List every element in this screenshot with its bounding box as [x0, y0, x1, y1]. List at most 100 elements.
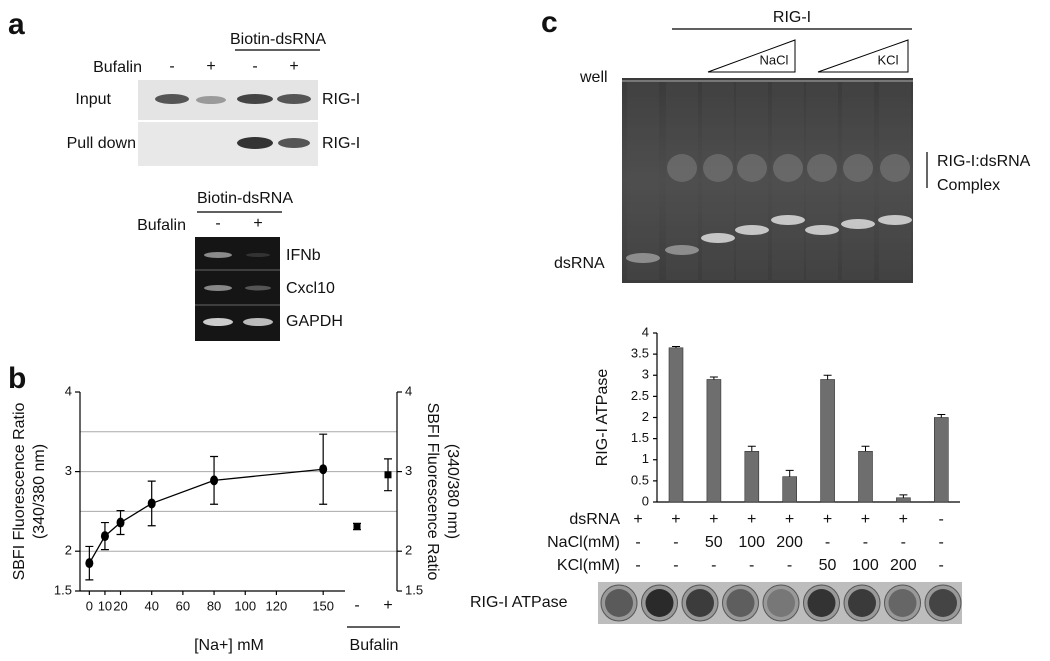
lane-label: + — [206, 58, 215, 75]
data-point — [353, 523, 361, 531]
y2-label: SBFI Fluorescence Ratio — [424, 403, 441, 581]
panel-label: c — [541, 6, 558, 39]
smear — [843, 154, 873, 182]
lane — [627, 80, 659, 280]
smear — [880, 154, 910, 182]
condition: 200 — [890, 557, 917, 574]
x-tick-label: 10 — [98, 598, 112, 613]
y-tick-label: 1.5 — [631, 430, 649, 445]
lane-label: - — [169, 58, 174, 75]
y-label: RIG-I ATPase — [594, 369, 611, 467]
condition: - — [825, 534, 830, 551]
condition: 50 — [705, 534, 723, 551]
lane — [702, 80, 734, 280]
error-bar — [899, 494, 908, 498]
lane-label: + — [253, 215, 262, 232]
x-tick-label: 40 — [144, 598, 158, 613]
condition: + — [671, 511, 680, 528]
band — [841, 219, 875, 229]
pcr-bands — [195, 252, 280, 326]
gene-label: Cxcl10 — [286, 280, 335, 297]
error-bar — [937, 414, 946, 418]
x-tick-label: 0 — [86, 598, 93, 613]
error-bar — [785, 469, 794, 477]
band — [771, 215, 805, 225]
panel-label: b — [8, 362, 26, 395]
protein-label: RIG-I — [322, 135, 360, 152]
condition: - — [749, 557, 754, 574]
condition: - — [635, 534, 640, 551]
condition: + — [861, 511, 870, 528]
bar — [858, 450, 873, 503]
y-label: (340/380 nm) — [31, 444, 48, 539]
well — [929, 589, 957, 617]
complex-label: Complex — [937, 177, 1000, 194]
gel-header: RIG-I — [773, 9, 811, 26]
salt-label: NaCl — [760, 52, 789, 67]
condition: - — [901, 534, 906, 551]
condition: + — [747, 511, 756, 528]
y2-tick-label: 2 — [405, 543, 412, 558]
condition: - — [863, 534, 868, 551]
well — [888, 589, 917, 617]
smear — [807, 154, 837, 182]
y-tick-label: 3 — [65, 463, 72, 478]
lane-label: - — [215, 215, 220, 232]
condition: - — [711, 557, 716, 574]
lane — [806, 80, 838, 280]
dsrna-label: dsRNA — [554, 255, 605, 272]
y-tick-label: 1 — [642, 451, 649, 466]
y-tick-label: 0.5 — [631, 472, 649, 487]
condition: + — [709, 511, 718, 528]
error-bar — [747, 445, 756, 452]
well — [686, 589, 714, 617]
smear — [773, 154, 803, 182]
gradient-triangle — [817, 39, 909, 73]
y2-tick-label: 1.5 — [405, 582, 423, 597]
x-tick-label: 60 — [176, 598, 190, 613]
y2-tick-label: 4 — [405, 383, 412, 398]
data-point — [319, 464, 328, 475]
well — [807, 589, 836, 617]
bar — [896, 497, 911, 503]
assay-label: RIG-I ATPase — [470, 594, 568, 611]
bar — [706, 379, 722, 503]
band — [626, 253, 660, 263]
condition: + — [823, 511, 832, 528]
gene-label: IFNb — [286, 247, 321, 264]
salt-label: KCl — [878, 52, 899, 67]
x-label: [Na+] mM — [194, 637, 264, 654]
well-label: well — [579, 69, 608, 86]
y-label: SBFI Fluorescence Ratio — [11, 402, 28, 580]
lane-label: - — [252, 58, 257, 75]
condition: + — [785, 511, 794, 528]
error-bar — [861, 445, 870, 452]
band — [735, 225, 769, 235]
well — [605, 589, 633, 617]
condition: - — [939, 557, 944, 574]
smear — [703, 154, 733, 182]
bar — [744, 450, 760, 503]
bar — [933, 417, 949, 503]
lane — [772, 80, 804, 280]
gradient-triangle — [707, 39, 796, 73]
error-bar — [823, 374, 832, 380]
condition: - — [635, 557, 640, 574]
x-tick-label: 120 — [266, 598, 288, 613]
y-tick-label: 0 — [642, 493, 649, 508]
panel-label: a — [8, 8, 25, 41]
gel-bands — [622, 80, 913, 280]
smear — [667, 154, 697, 182]
y-tick-label: 1.5 — [54, 582, 72, 597]
condition: 100 — [738, 534, 765, 551]
y-tick-label: 4 — [65, 383, 72, 398]
row-label: NaCl(mM) — [547, 534, 620, 551]
well — [848, 589, 876, 617]
data-point — [384, 471, 392, 479]
gene-label: GAPDH — [286, 313, 343, 330]
y-tick-label: 3 — [642, 367, 649, 382]
row-label: Input — [75, 91, 111, 108]
pcr-header: Biotin-dsRNA — [197, 190, 293, 207]
y-tick-label: 2.5 — [631, 388, 649, 403]
